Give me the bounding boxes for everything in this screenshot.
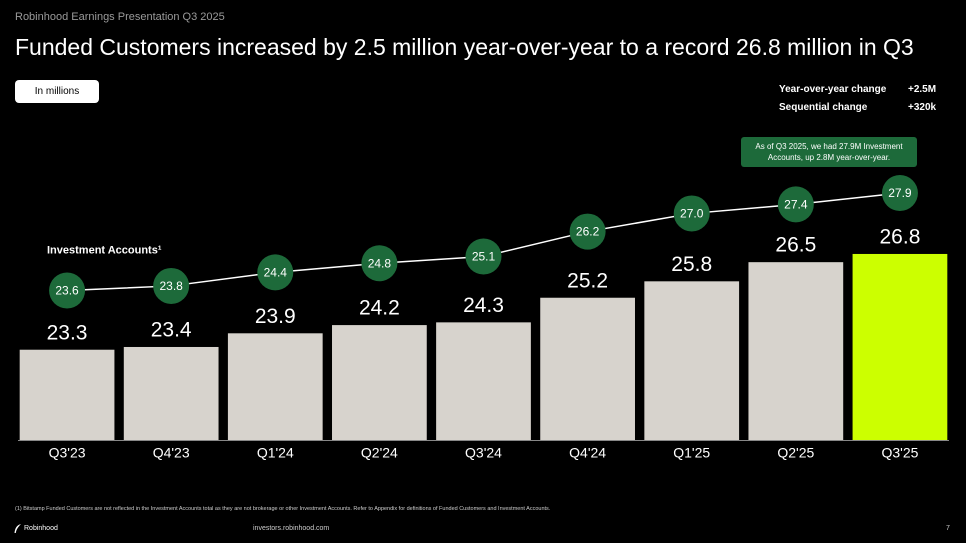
line-marker — [777, 186, 814, 223]
x-tick-label: Q4'24 — [569, 445, 606, 461]
footnote: (1) Bitstamp Funded Customers are not re… — [15, 506, 551, 512]
bar — [748, 262, 844, 440]
x-tick-label: Q3'24 — [465, 445, 502, 461]
page-number: 7 — [946, 525, 950, 532]
line-marker — [153, 267, 190, 304]
line-marker — [465, 238, 502, 275]
line-marker — [257, 254, 294, 291]
slide-title: Funded Customers increased by 2.5 millio… — [15, 34, 914, 60]
bar — [19, 349, 115, 440]
bar-value-label: 26.8 — [880, 226, 921, 249]
summary-value: +320k — [908, 102, 937, 113]
legend-label: Investment Accounts¹ — [47, 244, 162, 256]
line-marker — [673, 195, 710, 232]
bar — [227, 333, 323, 440]
summary-value: +2.5M — [908, 84, 937, 95]
x-tick-label: Q4'23 — [153, 445, 190, 461]
bar — [332, 325, 427, 440]
x-tick-label: Q3'25 — [881, 445, 918, 461]
line-value-label: 25.1 — [472, 250, 496, 264]
x-tick-label: Q3'23 — [49, 445, 86, 461]
x-tick-label: Q1'25 — [673, 445, 710, 461]
bar-value-label: 25.2 — [567, 269, 608, 292]
footer-url: investors.robinhood.com — [253, 525, 330, 532]
summary-label: Year-over-year change — [779, 84, 887, 95]
summary-label: Sequential change — [779, 102, 868, 113]
line-value-label: 24.8 — [368, 256, 392, 270]
line-value-label: 27.4 — [784, 198, 808, 212]
callout: As of Q3 2025, we had 27.9M Investment A… — [741, 137, 917, 167]
bar-value-label: 23.9 — [255, 305, 296, 328]
bar-value-label: 26.5 — [775, 234, 816, 257]
deck-title: Robinhood Earnings Presentation Q3 2025 — [15, 11, 225, 23]
line-marker — [881, 175, 918, 212]
bar — [540, 297, 635, 440]
footer-brand: Robinhood — [24, 525, 58, 532]
bar-value-label: 25.8 — [671, 253, 712, 276]
bar — [644, 281, 740, 440]
bar-value-label: 23.3 — [47, 321, 88, 344]
x-tick-label: Q2'25 — [777, 445, 814, 461]
line-marker — [569, 213, 606, 250]
bar-value-label: 23.4 — [151, 319, 192, 342]
line-value-label: 26.2 — [576, 225, 600, 239]
logo-icon — [14, 524, 21, 533]
bar-value-label: 24.3 — [463, 294, 504, 317]
line-value-label: 24.4 — [264, 266, 288, 280]
bar-value-label: 24.2 — [359, 297, 400, 320]
line-value-label: 27.0 — [680, 207, 704, 221]
bar — [123, 346, 219, 440]
bar — [436, 322, 531, 440]
unit-button[interactable]: In millions — [15, 80, 99, 103]
line-marker — [361, 245, 398, 282]
line-value-label: 23.6 — [55, 284, 79, 298]
x-tick-label: Q2'24 — [361, 445, 398, 461]
line-marker — [49, 272, 86, 309]
bar — [852, 253, 948, 440]
line-value-label: 23.8 — [159, 279, 183, 293]
line-value-label: 27.9 — [888, 186, 912, 200]
x-tick-label: Q1'24 — [257, 445, 294, 461]
